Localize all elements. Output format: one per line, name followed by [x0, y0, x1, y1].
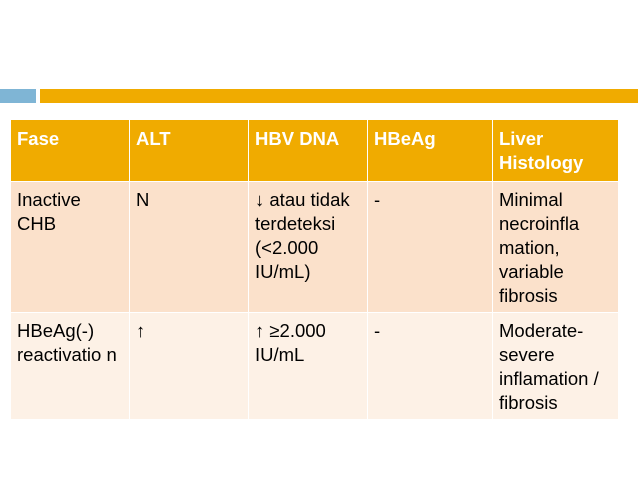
table-row: Inactive CHB N ↓ atau tidak terdeteksi (…	[10, 181, 619, 313]
table-header-row: Fase ALT HBV DNA HBeAg Liver Histology	[10, 119, 619, 182]
cell-fase: Inactive CHB	[10, 181, 130, 313]
cell-alt: ↑	[129, 312, 249, 420]
header-hbv-dna: HBV DNA	[248, 119, 368, 182]
cell-alt: N	[129, 181, 249, 313]
cell-hbv-dna: ↑ ≥2.000 IU/mL	[248, 312, 368, 420]
header-alt: ALT	[129, 119, 249, 182]
header-fase: Fase	[10, 119, 130, 182]
header-liver-histology: Liver Histology	[492, 119, 619, 182]
cell-hbv-dna: ↓ atau tidak terdeteksi (<2.000 IU/mL)	[248, 181, 368, 313]
decor-bar-orange	[40, 89, 638, 103]
cell-liver-histology: Minimal necroinfla mation, variable fibr…	[492, 181, 619, 313]
cell-liver-histology: Moderate- severe inflamation / fibrosis	[492, 312, 619, 420]
cell-fase: HBeAg(-) reactivatio n	[10, 312, 130, 420]
hbv-phase-table: Fase ALT HBV DNA HBeAg Liver Histology I…	[10, 119, 619, 420]
table-row: HBeAg(-) reactivatio n ↑ ↑ ≥2.000 IU/mL …	[10, 312, 619, 420]
header-hbeag: HBeAg	[367, 119, 493, 182]
decor-bar-blue	[0, 89, 36, 103]
cell-hbeag: -	[367, 312, 493, 420]
cell-hbeag: -	[367, 181, 493, 313]
